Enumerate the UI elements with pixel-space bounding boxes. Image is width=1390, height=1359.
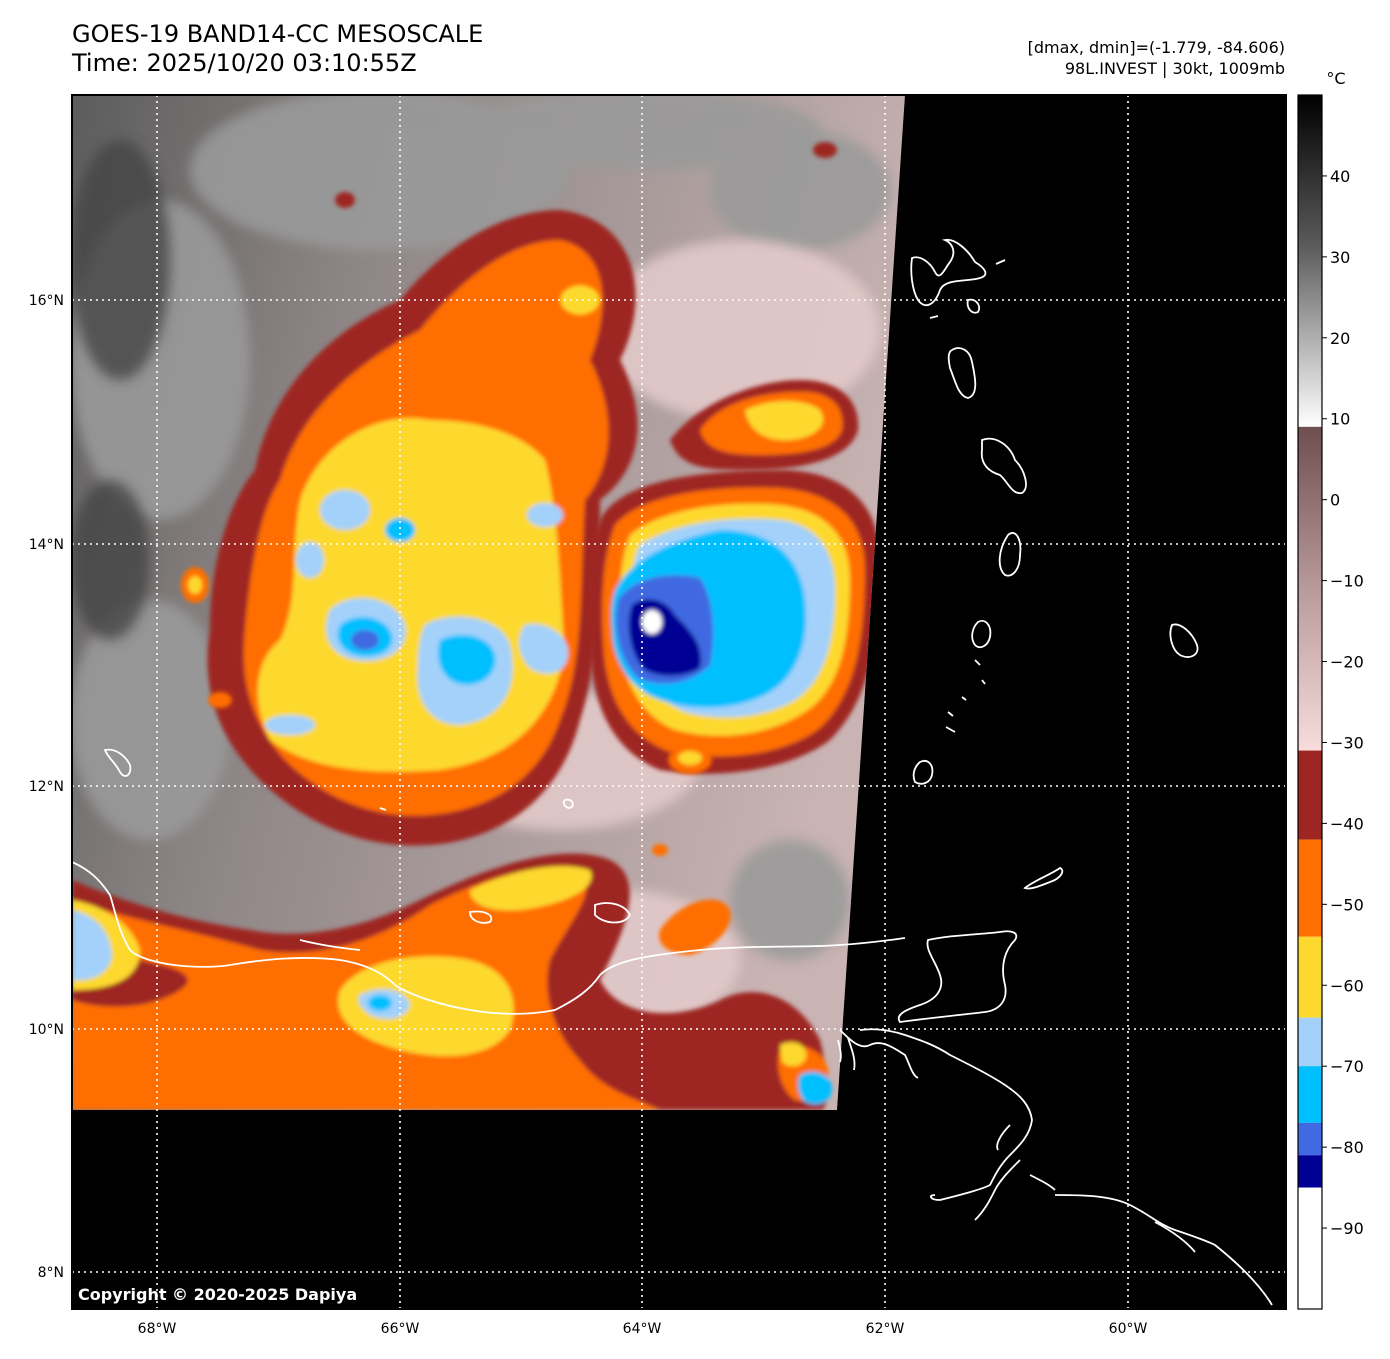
satellite-swath [72,95,905,1110]
lon-label: 64°W [623,1321,662,1337]
colorbar-tick-label: −40 [1330,814,1364,833]
colorbar-tick-label: −60 [1330,976,1364,995]
colorbar-segment [1298,1155,1322,1188]
colorbar-tick-label: −30 [1330,733,1364,752]
longitude-labels: 68°W 66°W 64°W 62°W 60°W [138,1321,1148,1337]
southern-convection [72,853,832,1110]
western-convection [207,210,638,846]
latitude-labels: 16°N 14°N 12°N 10°N 8°N [29,293,64,1281]
lat-label: 12°N [29,779,64,795]
lat-label: 14°N [29,537,64,553]
coastlines [72,238,1273,1306]
colorbar-unit: °C [1326,69,1345,88]
colorbar-tick-label: 10 [1330,410,1350,429]
colorbar-tick-label: 40 [1330,167,1350,186]
colorbar-segment [1298,1066,1322,1123]
lon-label: 60°W [1109,1321,1148,1337]
colorbar-tick-label: −50 [1330,895,1364,914]
lat-label: 10°N [29,1022,64,1038]
lon-label: 68°W [138,1321,177,1337]
lat-label: 8°N [38,1265,64,1281]
colorbar-tick-label: −70 [1330,1057,1364,1076]
title-line-product: GOES-19 BAND14-CC MESOSCALE [72,20,484,48]
colorbar-segment [1298,936,1322,1018]
info-storm-intensity: 98L.INVEST | 30kt, 1009mb [1064,59,1285,78]
lon-label: 66°W [381,1321,420,1337]
colorbar-segment [1298,750,1322,840]
copyright-label: Copyright © 2020-2025 Dapiya [78,1285,357,1304]
colorbar-frame [1297,94,1323,1310]
lon-label: 62°W [866,1321,905,1337]
colorbar-tick-label: 20 [1330,329,1350,348]
storm-info: [dmax, dmin]=(-1.779, -84.606) 98L.INVES… [1028,37,1285,79]
map-title: GOES-19 BAND14-CC MESOSCALE Time: 2025/1… [72,20,483,78]
colorbar-tick-label: 0 [1330,491,1340,510]
northeast-band [670,380,859,470]
title-line-time: Time: 2025/10/20 03:10:55Z [72,49,417,77]
colorbar: °C 40 30 20 10 0 −10 −20 −30 −40 −50 −60 −70 −80 −90 [1297,69,1364,1310]
map-frame [71,94,1287,1310]
info-dmax-dmin: [dmax, dmin]=(-1.779, -84.606) [1027,38,1285,57]
colorbar-tick-label: −80 [1330,1138,1364,1157]
colorbar-tick-label: −90 [1330,1219,1364,1238]
colorbar-segment [1298,95,1322,427]
colorbar-tick-label: −20 [1330,653,1364,672]
colorbar-segment [1298,426,1322,751]
colorbar-tick-label: −10 [1330,572,1364,591]
lat-label: 16°N [29,293,64,309]
colorbar-segment [1298,839,1322,937]
colorbar-segment [1298,1187,1322,1309]
colorbar-segment [1298,1122,1322,1156]
storm-core [588,470,880,774]
gridlines [72,95,1286,1309]
colorbar-segment [1298,1017,1322,1067]
colorbar-tick-label: 30 [1330,248,1350,267]
